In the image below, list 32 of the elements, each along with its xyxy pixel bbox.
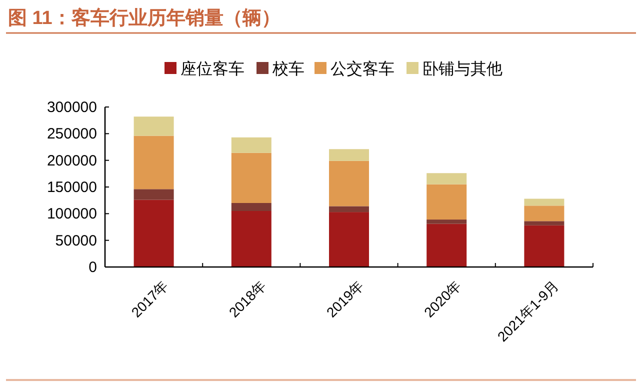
legend-label: 卧铺与其他 <box>422 60 502 78</box>
bar <box>426 224 467 267</box>
legend-label: 公交客车 <box>330 60 394 78</box>
bar <box>231 152 272 203</box>
bar <box>231 211 272 267</box>
bar <box>524 198 564 206</box>
bar <box>134 200 174 267</box>
bar <box>329 212 369 267</box>
y-tick-label: 150000 <box>46 179 97 196</box>
bar <box>426 173 467 184</box>
bar <box>231 203 272 211</box>
bar <box>329 206 369 212</box>
bar <box>329 160 369 206</box>
bar <box>134 189 174 200</box>
y-tick-label: 50000 <box>55 232 97 250</box>
bar <box>134 116 174 136</box>
bar <box>524 206 564 222</box>
legend-label: 校车 <box>272 60 304 78</box>
y-tick-label: 300000 <box>46 99 97 116</box>
bar <box>426 184 467 220</box>
y-tick-label: 250000 <box>46 126 97 143</box>
y-tick-label: 200000 <box>46 152 97 170</box>
bar <box>329 149 369 161</box>
bar <box>426 220 467 224</box>
chart-title: 图 11：客车行业历年销量（辆） <box>8 7 280 29</box>
bar <box>134 136 174 190</box>
legend-label: 座位客车 <box>180 60 244 78</box>
bar <box>231 137 272 153</box>
y-tick-label: 0 <box>88 259 97 276</box>
bar <box>524 221 564 226</box>
y-tick-label: 100000 <box>46 206 97 223</box>
bar <box>524 225 564 267</box>
